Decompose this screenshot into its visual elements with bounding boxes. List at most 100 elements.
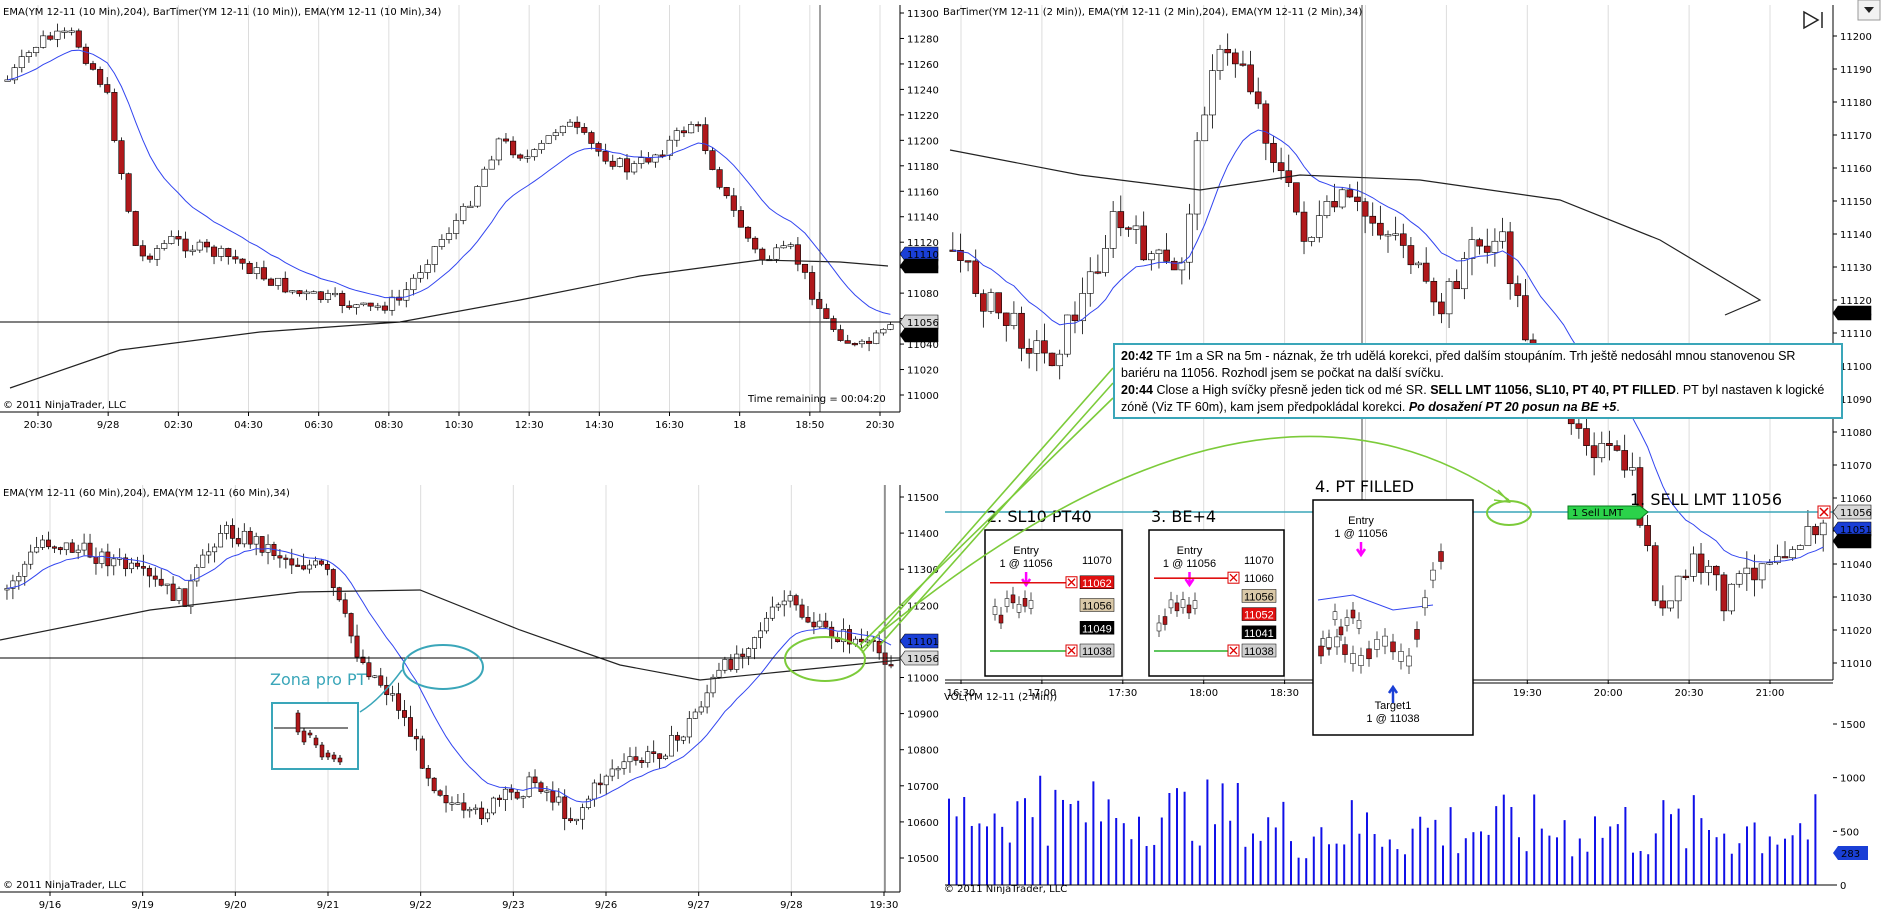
candle-body — [125, 173, 132, 212]
candle-body — [716, 669, 722, 678]
inset-candle-body — [1414, 629, 1420, 640]
price-tag-label: 11110 — [907, 250, 939, 261]
note-text-1: TF 1m a SR na 5m - náznak, že trh udělá … — [1121, 349, 1796, 380]
candle-body — [602, 151, 609, 162]
x-tick-label: 14:30 — [585, 420, 614, 431]
sell-order-marker[interactable]: 1 Sell LMT — [1567, 505, 1649, 520]
candle-body — [585, 798, 591, 808]
chart-10min[interactable]: EMA(YM 12-11 (10 Min),204), BarTimer(YM … — [0, 0, 940, 466]
scroll-to-end-icon[interactable] — [1803, 10, 1823, 30]
candle-body — [1354, 196, 1361, 202]
inset-candle-body — [1326, 637, 1332, 648]
candle-body — [146, 255, 154, 260]
inset-candle-body — [1350, 653, 1356, 664]
candle-body — [473, 807, 479, 810]
inset-target-label: Target1 — [1375, 700, 1412, 712]
candle-body — [1270, 142, 1277, 163]
candle-body — [580, 807, 585, 820]
candle-body — [823, 620, 829, 628]
candle-body — [51, 546, 57, 549]
inset-entry-qty: 1 @ 11056 — [1000, 558, 1053, 570]
candle-body — [1170, 260, 1178, 271]
candle-body — [1056, 353, 1064, 367]
inset-candle-body — [1366, 648, 1372, 660]
cancel-order-icon[interactable] — [1817, 505, 1831, 519]
candle-body — [176, 588, 182, 601]
chart-60min[interactable]: EMA(YM 12-11 (60 Min),204), EMA(YM 12-11… — [0, 485, 939, 911]
y-tick-label: 11020 — [1840, 626, 1872, 637]
candle-body — [194, 567, 200, 582]
target-arrow-icon — [1387, 684, 1399, 703]
inset-target-qty: 1 @ 11038 — [1366, 713, 1419, 725]
candle-body — [651, 751, 657, 754]
chart-2min[interactable]: BarTimer(YM 12-11 (2 Min)), EMA(YM 12-11… — [943, 0, 1881, 895]
x-tick-label: 19:30 — [870, 900, 899, 911]
candle-body — [1453, 281, 1461, 290]
candle-body — [830, 318, 837, 330]
candle-body — [1461, 258, 1468, 290]
candle-body — [68, 30, 75, 33]
chart-10min-title: EMA(YM 12-11 (10 Min),204), BarTimer(YM … — [3, 7, 441, 18]
candle-body — [645, 751, 651, 763]
candle-body — [1598, 443, 1606, 459]
y-tick-label: 11000 — [907, 391, 939, 402]
candle-body — [374, 305, 381, 308]
candle-body — [307, 564, 313, 570]
candle-body — [367, 302, 374, 307]
price-tag-label: 11051 — [1840, 525, 1872, 536]
price-tag-label: 11056 — [907, 318, 939, 329]
candle-body — [313, 560, 318, 566]
candle-body — [1506, 231, 1514, 285]
panel-menu-chevron-icon[interactable] — [1857, 0, 1881, 21]
candle-body — [63, 542, 69, 551]
zoom-candle-body — [313, 737, 319, 746]
candle-body — [657, 753, 663, 759]
candle-body — [1148, 253, 1155, 261]
y-tick-label: 10700 — [907, 782, 939, 793]
candle-body — [378, 675, 384, 686]
candle-body — [695, 124, 702, 127]
candle-body — [1163, 249, 1170, 262]
candle-body — [728, 659, 734, 670]
zone-arrow — [359, 669, 403, 713]
candle-body — [1743, 567, 1751, 574]
y-tick-label: 10500 — [907, 854, 939, 865]
inset-price-label: 11041 — [1244, 628, 1274, 640]
candle-body — [396, 296, 403, 301]
inset-price-label: 11070 — [1244, 555, 1274, 567]
candle-body — [1117, 211, 1125, 229]
price-tag — [899, 314, 939, 330]
candle-body — [581, 127, 588, 133]
inset-price-label: 11038 — [1082, 646, 1112, 658]
candle-body — [443, 795, 449, 804]
inset-price-tag — [1241, 607, 1277, 621]
x-tick-label: 17:30 — [1108, 688, 1137, 699]
candle-body — [1399, 233, 1407, 246]
candle-body — [317, 291, 324, 300]
candle-body — [680, 130, 688, 134]
inset-candle-body — [1174, 602, 1180, 612]
candle-body — [1002, 312, 1010, 326]
candle-body — [552, 132, 559, 136]
price-tag-label: 11047 — [907, 331, 939, 342]
candle-body — [93, 556, 99, 564]
candle-body — [609, 768, 615, 777]
candle-body — [1781, 556, 1789, 559]
inset-candle-body — [998, 614, 1004, 624]
candle-body — [332, 292, 339, 296]
chart-2min-title: BarTimer(YM 12-11 (2 Min)), EMA(YM 12-11… — [943, 7, 1362, 18]
candle-body — [1262, 103, 1270, 144]
candle-body — [40, 35, 47, 48]
candle-body — [129, 562, 135, 570]
candle-body — [1109, 211, 1117, 249]
candle-body — [758, 630, 763, 638]
candle-body — [837, 329, 844, 341]
candle-body — [241, 530, 247, 545]
candle-body — [431, 246, 438, 265]
candle-body — [82, 46, 89, 64]
candle-body — [467, 205, 474, 208]
inset-price-label: 11056 — [1082, 601, 1112, 613]
candle-body — [424, 264, 431, 273]
